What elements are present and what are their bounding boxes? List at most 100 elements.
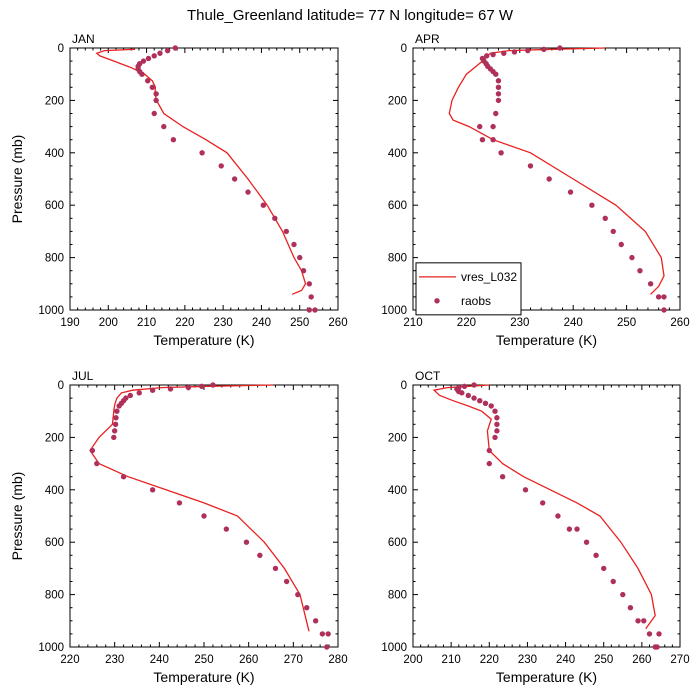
obs-point xyxy=(112,421,119,427)
legend-obs-swatch xyxy=(434,298,440,304)
obs-point xyxy=(492,408,498,414)
obs-point xyxy=(199,150,205,156)
obs-point xyxy=(272,565,279,572)
obs-point xyxy=(283,578,290,585)
x-tick-label: 220 xyxy=(457,317,476,329)
obs-point xyxy=(218,163,224,169)
y-tick-label: 400 xyxy=(388,148,407,160)
y-tick-label: 0 xyxy=(401,43,407,55)
y-axis-title: Pressure (mb) xyxy=(9,135,25,224)
obs-point xyxy=(306,281,312,287)
y-tick-label: 200 xyxy=(388,95,407,107)
obs-point xyxy=(493,110,499,117)
x-tick-label: 230 xyxy=(510,317,529,329)
obs-point xyxy=(245,189,251,195)
obs-point xyxy=(199,383,205,390)
obs-point xyxy=(151,110,157,117)
x-axis-title: Temperature (K) xyxy=(496,669,597,685)
obs-point xyxy=(153,97,159,104)
y-tick-label: 1000 xyxy=(38,305,64,317)
x-tick-label: 230 xyxy=(105,654,124,666)
obs-point xyxy=(111,434,117,441)
obs-point xyxy=(495,97,502,104)
obs-point xyxy=(593,552,599,558)
obs-point xyxy=(486,460,492,467)
obs-point xyxy=(231,176,238,182)
x-tick-label: 250 xyxy=(594,654,613,666)
obs-point xyxy=(477,123,483,130)
obs-point xyxy=(157,50,163,56)
obs-point xyxy=(661,307,667,313)
x-axis-title: Temperature (K) xyxy=(153,332,254,348)
obs-point xyxy=(539,500,546,506)
obs-point xyxy=(120,474,127,480)
x-tick-label: 250 xyxy=(194,654,213,666)
x-tick-label: 260 xyxy=(239,654,258,666)
obs-point xyxy=(655,294,662,300)
chart-title: Thule_Greenland latitude= 77 N longitude… xyxy=(187,7,514,24)
obs-point xyxy=(574,526,580,532)
x-tick-label: 200 xyxy=(99,317,118,329)
x-tick-label: 240 xyxy=(252,317,271,329)
y-tick-label: 200 xyxy=(45,432,64,444)
panel-label: JUL xyxy=(72,369,94,383)
obs-point xyxy=(527,163,534,169)
obs-point xyxy=(499,474,506,480)
obs-point xyxy=(490,123,496,130)
obs-point xyxy=(511,49,518,55)
obs-point xyxy=(145,78,151,84)
obs-point xyxy=(620,591,626,598)
y-tick-label: 600 xyxy=(45,200,64,212)
obs-point xyxy=(525,47,531,54)
obs-point xyxy=(149,84,156,91)
obs-point xyxy=(661,294,667,300)
model-profile-line xyxy=(95,48,307,295)
y-tick-label: 400 xyxy=(388,485,407,497)
panel-label: OCT xyxy=(415,369,441,383)
panel-jan: JAN 190 200 210 220 230 240 250 260 0 200 400 600 800… xyxy=(9,32,348,348)
obs-point xyxy=(495,91,502,97)
obs-point xyxy=(629,254,635,261)
obs-point xyxy=(494,428,500,434)
x-tick-label: 230 xyxy=(214,317,233,329)
y-tick-label: 800 xyxy=(388,253,407,265)
obs-point xyxy=(637,268,643,274)
panel-label: APR xyxy=(415,32,440,46)
legend-box xyxy=(415,262,522,316)
obs-point xyxy=(477,398,483,404)
obs-point xyxy=(136,390,142,396)
obs-point xyxy=(223,526,230,532)
panel-label: JAN xyxy=(72,32,95,46)
x-tick-label: 190 xyxy=(60,317,79,329)
obs-point xyxy=(325,631,331,637)
obs-point xyxy=(116,403,122,409)
obs-point xyxy=(167,386,174,392)
obs-point xyxy=(300,268,307,274)
obs-point xyxy=(312,618,319,624)
obs-point xyxy=(656,631,662,637)
x-tick-label: 260 xyxy=(632,654,651,666)
y-tick-label: 1000 xyxy=(381,305,407,317)
y-tick-label: 0 xyxy=(58,43,64,55)
obs-point xyxy=(501,50,507,56)
y-axis-title: Pressure (mb) xyxy=(9,472,25,561)
obs-point xyxy=(149,487,156,493)
obs-point xyxy=(647,281,654,287)
obs-point xyxy=(139,71,145,77)
obs-point xyxy=(140,58,147,64)
obs-point xyxy=(465,392,472,399)
obs-point xyxy=(324,644,330,650)
y-tick-label: 200 xyxy=(388,432,407,444)
obs-point xyxy=(479,137,486,143)
x-tick-label: 230 xyxy=(518,654,537,666)
obs-point xyxy=(494,421,500,427)
obs-point xyxy=(272,215,278,221)
x-tick-label: 260 xyxy=(670,317,689,329)
x-axis-title: Temperature (K) xyxy=(153,669,254,685)
obs-point xyxy=(113,415,119,421)
obs-point xyxy=(153,91,159,97)
x-tick-label: 250 xyxy=(290,317,309,329)
obs-point xyxy=(498,150,504,156)
obs-point xyxy=(461,383,468,390)
